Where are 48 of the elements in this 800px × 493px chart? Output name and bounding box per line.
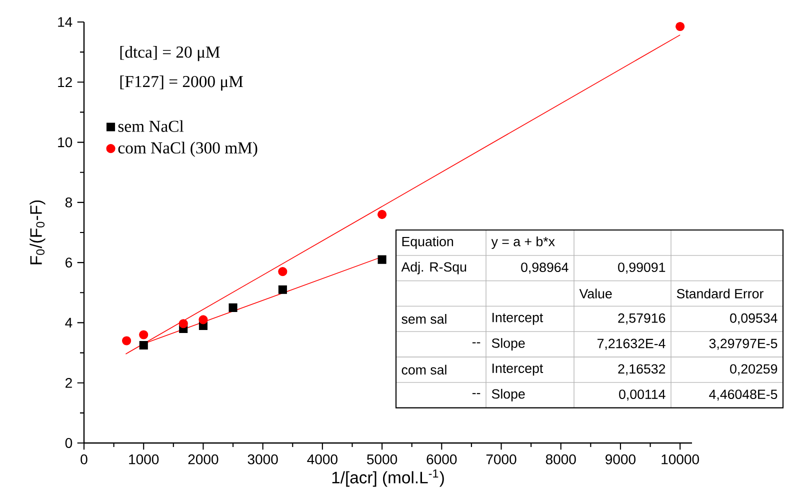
x-tick-label: 2000 — [188, 454, 218, 464]
annotation: 0,00114 — [619, 390, 666, 401]
annotation: Intercept — [492, 364, 544, 376]
y-axis-title: F$_{0}$/(F$_{0}$-F) — [30, 200, 46, 264]
y-tick-label: 6 — [66, 258, 72, 268]
annotation: Intercept — [492, 312, 544, 325]
annotation: -- — [472, 393, 480, 394]
x-tick-label: 7000 — [486, 454, 516, 464]
y-tick-label: 4 — [65, 318, 72, 328]
x-tick-label: 3000 — [248, 454, 278, 464]
annotation: Equation — [402, 236, 454, 249]
annotation: [F127] = 2000 μM — [120, 75, 243, 91]
x-tick-label: 4000 — [307, 454, 338, 464]
y-tick-label: 2 — [66, 378, 72, 388]
y-tick-label: 0 — [65, 438, 72, 448]
y-tick-label: 12 — [58, 77, 72, 88]
text: 3,29797E-5 — [709, 338, 778, 350]
annotation: 0,99091 — [618, 262, 666, 274]
annotation: y = a + b*x — [491, 236, 555, 249]
x-tick-label: 5000 — [367, 454, 398, 464]
x-tick-label: 1000 — [129, 454, 159, 464]
x-tick-label: 0 — [80, 454, 88, 464]
y-tick-label: 14 — [58, 17, 72, 27]
annotation: 0,98964 — [521, 262, 568, 274]
annotation: [dtca] = 20 μM — [120, 46, 220, 62]
y-tick-label: 10 — [58, 137, 72, 148]
legend-label: sem NaCl — [118, 120, 184, 132]
x-tick-label: 6000 — [426, 454, 457, 464]
x-tick-label: 10000 — [662, 454, 699, 464]
annotation: Value — [579, 288, 612, 298]
x-tick-label: 9000 — [606, 454, 636, 464]
legend-label: com NaCl (300 mM) — [118, 142, 258, 157]
x-axis-title: 1/[acr] (mol.L$^{-1}$) — [332, 469, 444, 487]
annotation: 7,21632E-4 — [597, 338, 666, 350]
x-tick-label: 8000 — [546, 454, 576, 464]
annotation: 2,16532 — [618, 364, 666, 376]
text: 4,46048E-5 — [709, 390, 778, 401]
annotation: Slope — [492, 388, 525, 402]
annotation: Slope — [492, 338, 525, 351]
y-tick-label: 8 — [65, 197, 72, 208]
annotation: Standard Error — [676, 288, 764, 298]
annotation: com sal — [402, 364, 446, 375]
annotation: Adj. R-Squ — [401, 262, 466, 274]
annotation: sem sal — [402, 314, 446, 324]
annotation: -- — [472, 342, 480, 344]
text: 0,09534 — [730, 313, 778, 324]
text: 0,20259 — [730, 364, 778, 376]
annotation: 2,57916 — [618, 313, 666, 324]
